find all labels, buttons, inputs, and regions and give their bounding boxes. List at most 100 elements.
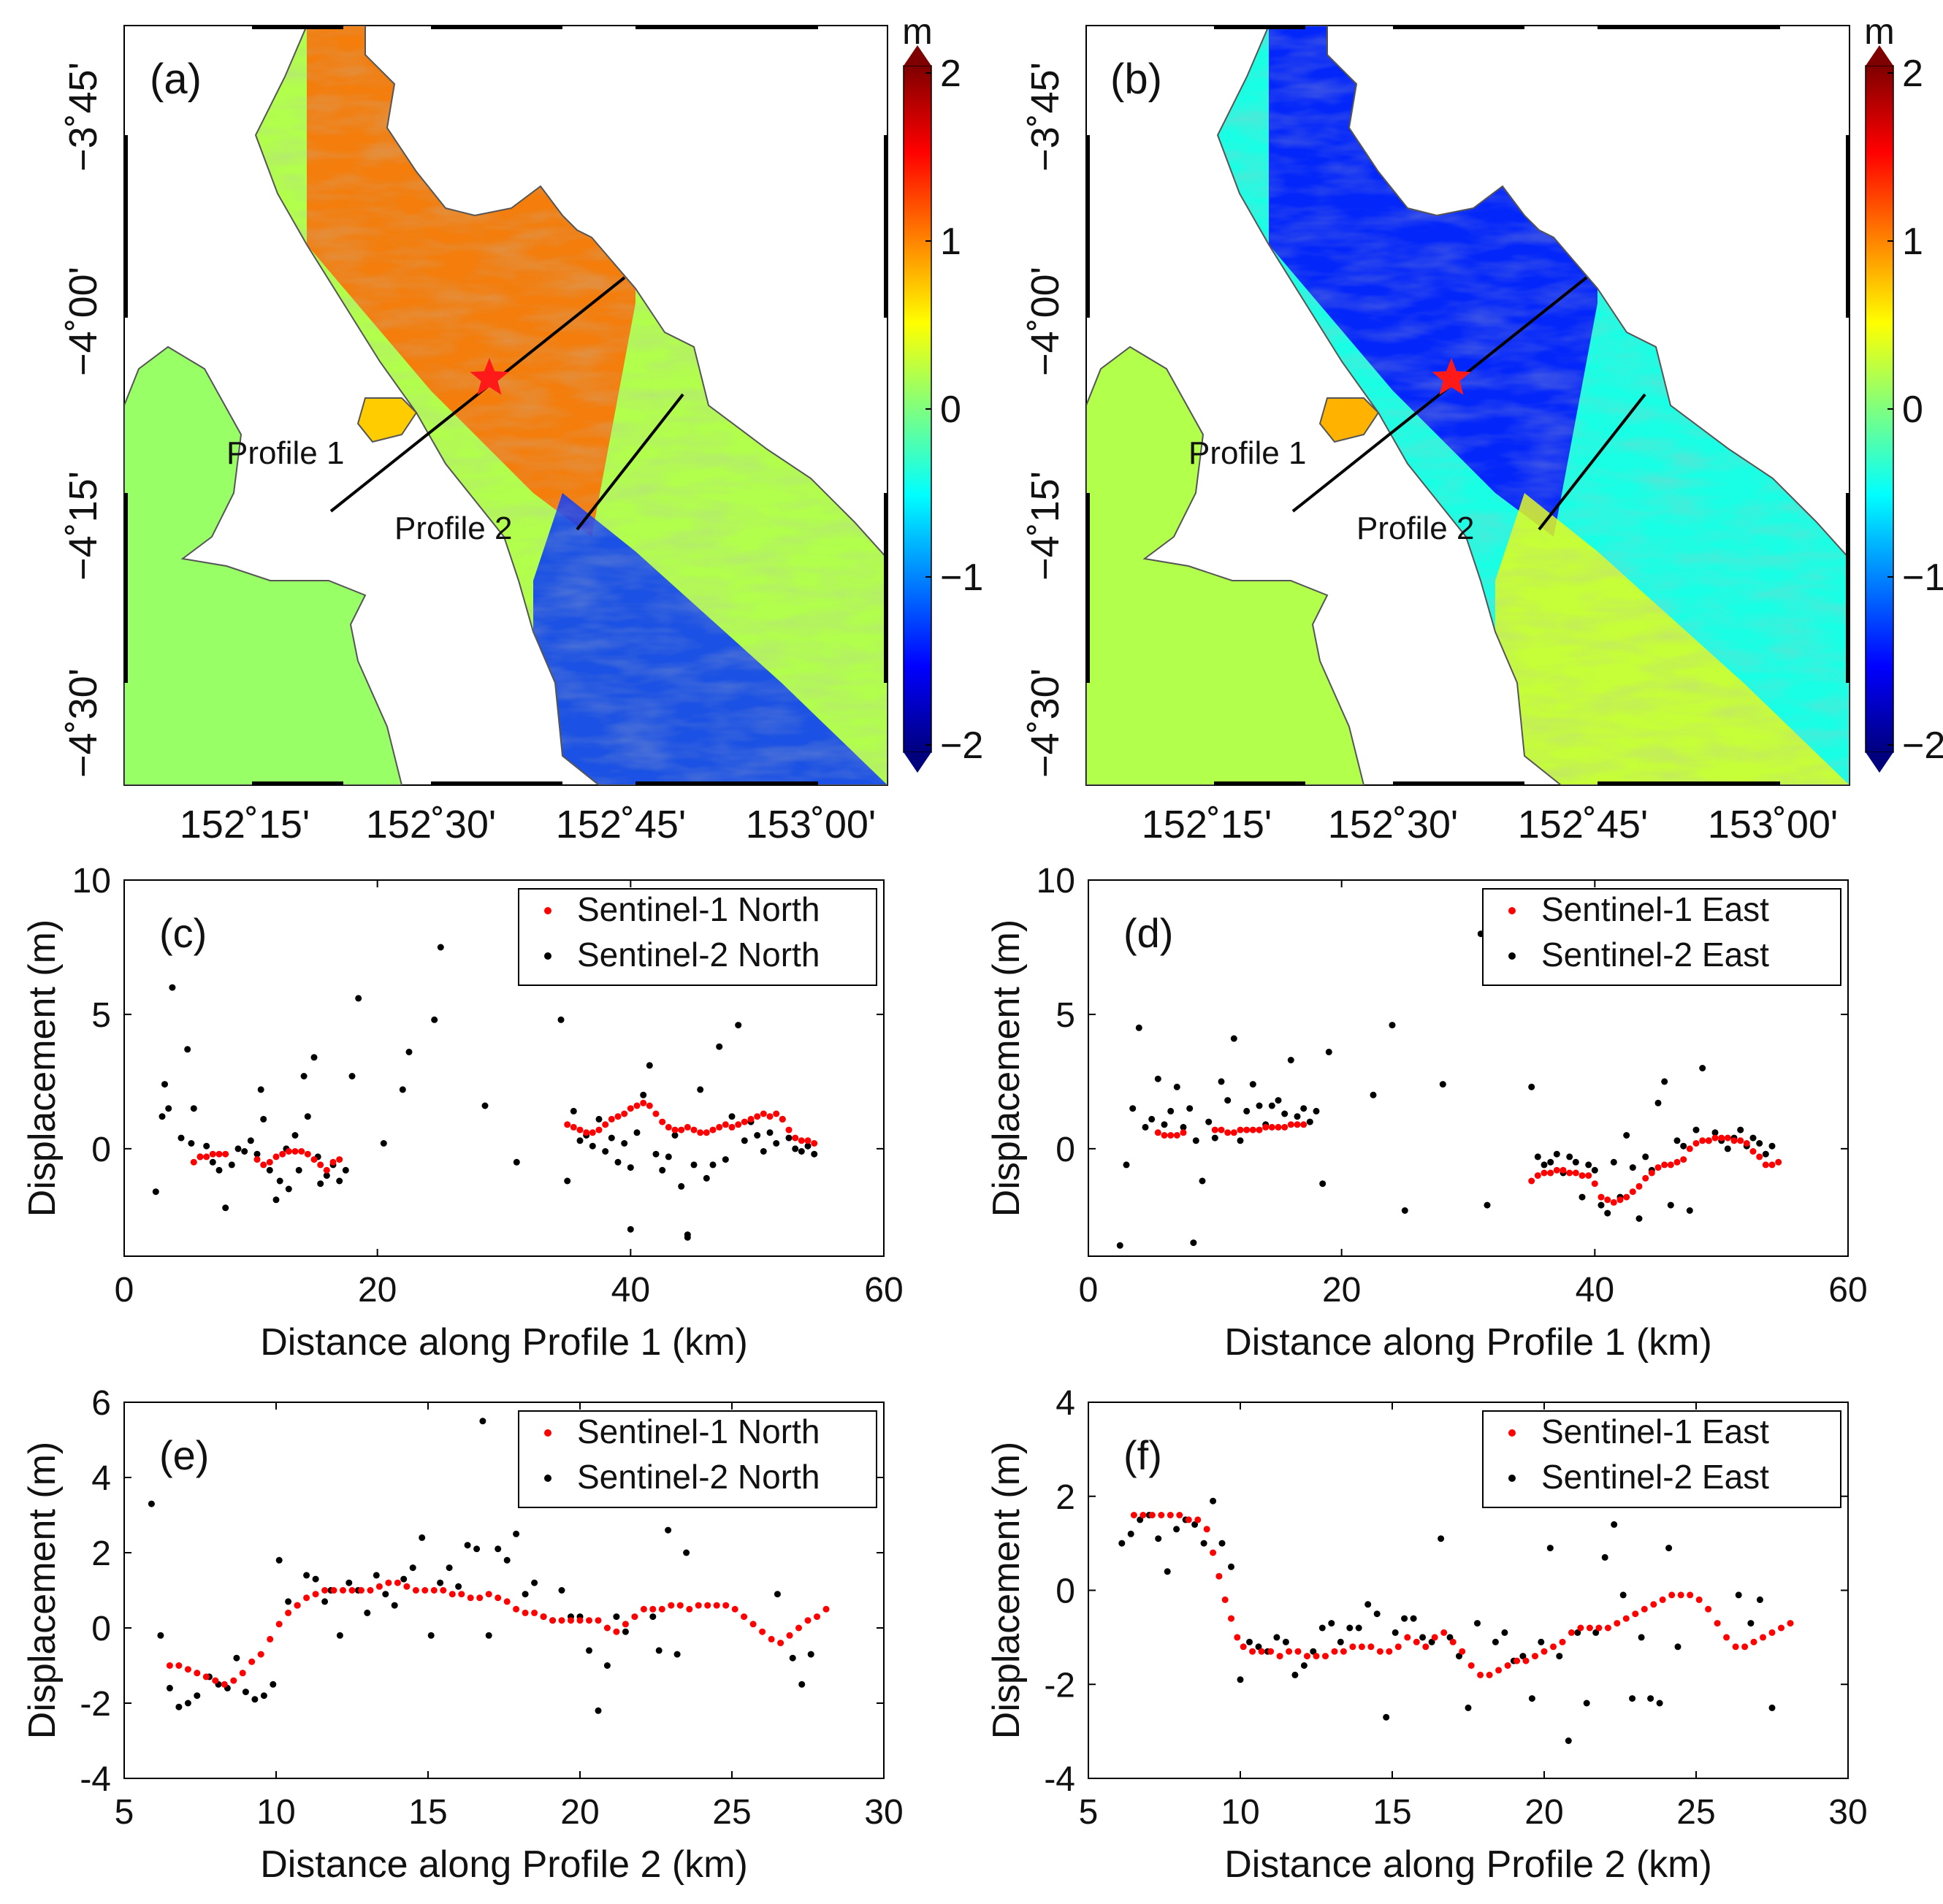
coastline <box>1086 345 1365 785</box>
data-point <box>671 1132 679 1139</box>
data-point <box>557 1016 565 1023</box>
data-point <box>1224 1129 1232 1136</box>
data-point <box>234 1145 242 1152</box>
colorbar-bottom-arrow <box>1866 752 1893 773</box>
data-point <box>1699 1137 1706 1144</box>
lat-tick-label: −3˚45' <box>61 62 105 172</box>
data-point <box>822 1605 830 1613</box>
data-point <box>503 1556 511 1564</box>
data-point <box>1667 1161 1674 1169</box>
data-point <box>570 1123 577 1131</box>
data-point <box>431 1016 438 1023</box>
data-point <box>531 1609 538 1616</box>
data-point <box>212 1677 219 1684</box>
panel-label: (d) <box>1123 910 1173 956</box>
data-point <box>1249 1126 1256 1133</box>
data-point <box>1325 1048 1332 1055</box>
lon-tick-label: 153˚00' <box>1708 803 1838 846</box>
data-point <box>1428 1638 1435 1645</box>
data-point <box>703 1174 710 1182</box>
data-point <box>1513 1657 1521 1664</box>
data-point <box>522 1609 529 1616</box>
y-tick-label: -2 <box>80 1685 111 1724</box>
panel-label: (a) <box>150 56 202 103</box>
y-axis-label: Displacement (m) <box>21 1442 64 1739</box>
data-point <box>1127 1530 1134 1537</box>
data-point <box>613 1613 620 1621</box>
data-point <box>336 1177 343 1185</box>
data-point <box>1665 1545 1673 1552</box>
data-point <box>1218 1078 1225 1085</box>
data-point <box>1629 1695 1636 1702</box>
data-point <box>1538 1638 1545 1645</box>
legend-box <box>518 1410 877 1508</box>
legend-marker <box>1508 1429 1516 1437</box>
data-point <box>1604 1196 1611 1204</box>
data-point <box>785 1126 793 1133</box>
data-point <box>792 1145 799 1152</box>
data-point <box>270 1681 277 1688</box>
colorbar: m2 1 0 −1 −2 <box>1864 11 1943 773</box>
y-axis-label: Displacement (m) <box>985 919 1028 1217</box>
data-point <box>1572 1169 1579 1177</box>
data-point <box>1737 1137 1744 1144</box>
x-tick-label: 30 <box>1828 1793 1867 1832</box>
data-point <box>1258 1648 1265 1655</box>
data-point <box>1614 1620 1621 1627</box>
data-point <box>1623 1193 1630 1201</box>
data-point <box>458 1591 465 1598</box>
data-point <box>795 1624 802 1632</box>
data-point <box>576 1137 584 1144</box>
data-point <box>1661 1078 1668 1085</box>
data-layer <box>1116 930 1782 1249</box>
data-point <box>1394 1643 1402 1651</box>
y-tick-label: -2 <box>1044 1666 1075 1705</box>
data-point <box>735 1022 742 1029</box>
data-point <box>754 1113 761 1120</box>
data-point <box>1629 1188 1636 1196</box>
colorbar-top-arrow <box>904 45 931 66</box>
data-point <box>1230 1035 1237 1042</box>
data-point <box>148 1500 155 1507</box>
data-point <box>576 1126 584 1133</box>
data-point <box>1249 1648 1256 1655</box>
data-point <box>1313 1107 1320 1115</box>
data-point <box>570 1107 577 1115</box>
data-point <box>257 1086 264 1093</box>
x-tick-label: 5 <box>1079 1793 1099 1832</box>
data-point <box>1692 1126 1700 1133</box>
data-point <box>684 1234 691 1241</box>
data-point <box>275 1556 283 1564</box>
data-point <box>222 1204 229 1212</box>
data-point <box>640 1091 647 1098</box>
x-tick-label: 5 <box>115 1793 134 1832</box>
data-point <box>239 1670 246 1677</box>
data-point <box>159 1113 166 1120</box>
data-point <box>1673 1137 1681 1144</box>
data-point <box>1686 1145 1693 1152</box>
profile-2-label: Profile 2 <box>394 511 512 546</box>
data-point <box>646 1102 653 1109</box>
data-point <box>1638 1634 1645 1641</box>
data-point <box>773 1140 780 1147</box>
data-point <box>358 1587 364 1594</box>
data-point <box>1560 1166 1567 1174</box>
data-point <box>1203 1526 1210 1533</box>
data-point <box>1705 1605 1712 1613</box>
data-point <box>177 1134 185 1142</box>
data-point <box>649 1605 657 1613</box>
data-point <box>631 1613 638 1621</box>
data-point <box>1654 1099 1662 1106</box>
data-point <box>157 1632 164 1639</box>
data-point <box>304 1150 311 1158</box>
colorbar-unit: m <box>1864 11 1895 52</box>
data-point <box>1355 1624 1362 1632</box>
data-point <box>1340 1648 1347 1655</box>
data-point <box>1504 1662 1511 1669</box>
data-point <box>1635 1215 1643 1222</box>
data-point <box>1741 1643 1749 1651</box>
data-point <box>184 1700 191 1707</box>
data-point <box>184 1046 191 1053</box>
data-point <box>1294 1113 1301 1120</box>
data-point <box>391 1602 398 1609</box>
